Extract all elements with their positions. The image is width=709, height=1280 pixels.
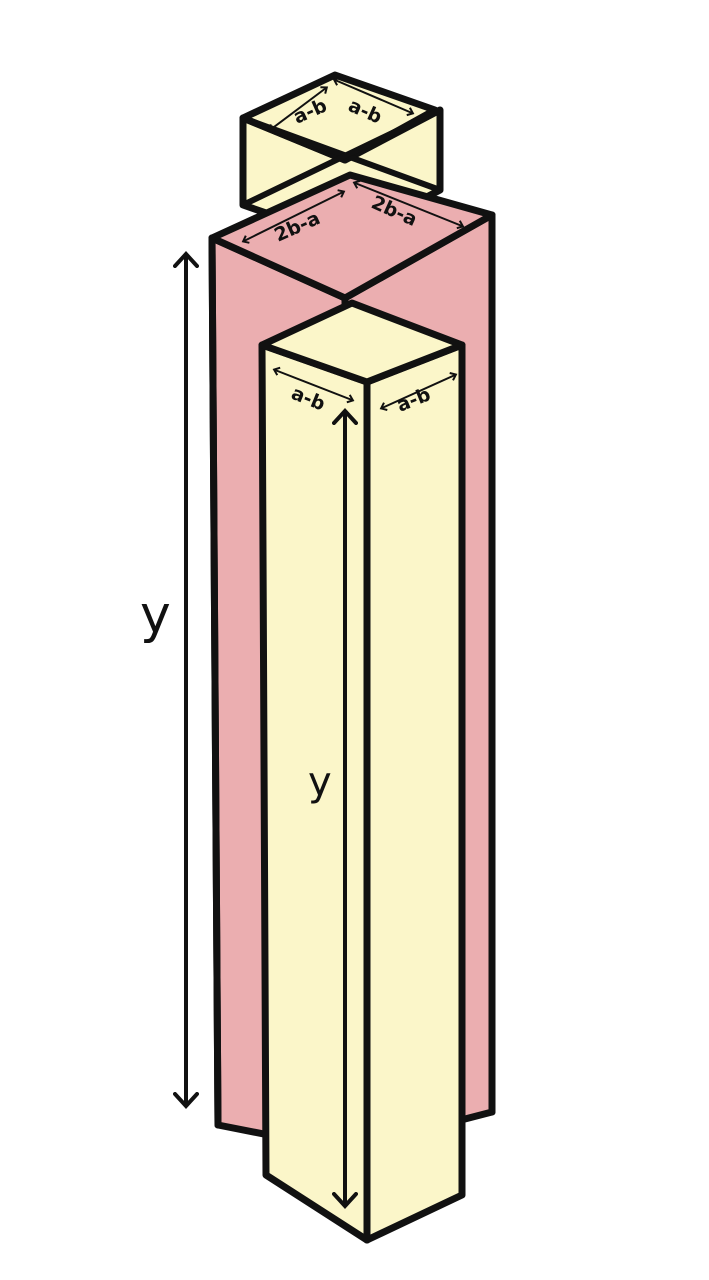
outer-height-label: y <box>140 585 171 645</box>
front-block-right-face <box>363 341 466 1244</box>
middle-block-dimension-arrows <box>241 179 465 244</box>
top-block-dimension-arrows <box>267 76 415 132</box>
front-block <box>258 299 466 1244</box>
front-block-dimension-arrows <box>272 366 458 411</box>
front-height-label: y <box>308 759 332 805</box>
